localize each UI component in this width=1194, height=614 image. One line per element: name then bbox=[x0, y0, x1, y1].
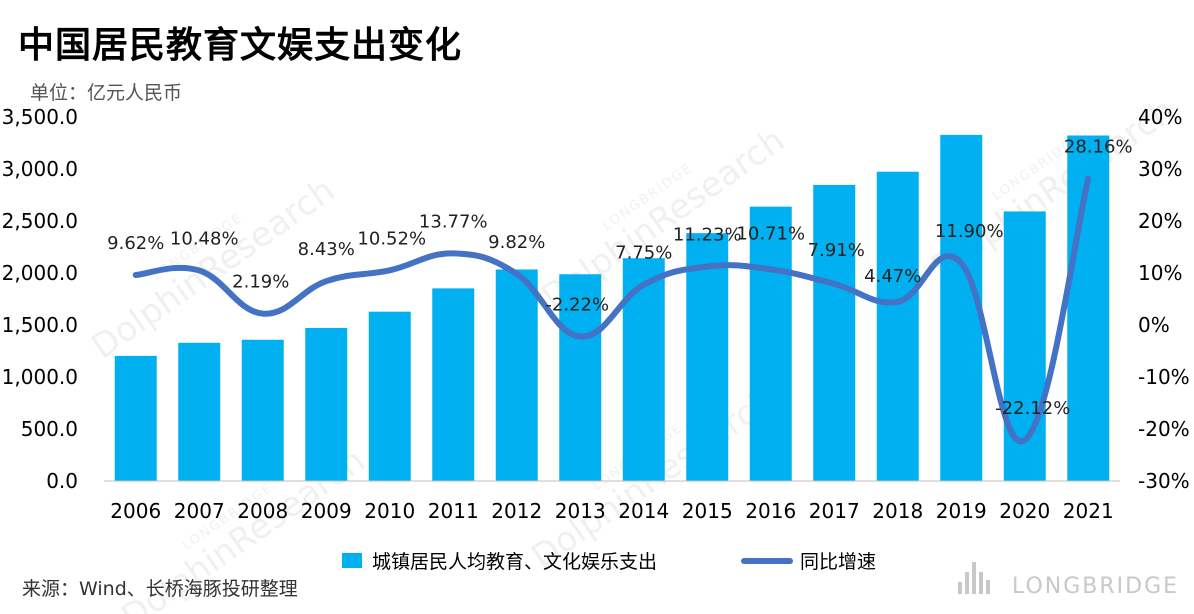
chart-title: 中国居民教育文娱支出变化 bbox=[18, 25, 463, 66]
unit-label: 单位：亿元人民币 bbox=[30, 82, 183, 104]
x-tick-label: 2014 bbox=[618, 499, 669, 523]
line-data-label: 7.91% bbox=[808, 240, 865, 261]
legend-bar-label: 城镇居民人均教育、文化娱乐支出 bbox=[372, 551, 657, 573]
right-tick-label: 20% bbox=[1138, 209, 1182, 233]
x-tick-label: 2011 bbox=[428, 499, 479, 523]
line-data-label: -22.12% bbox=[995, 398, 1070, 419]
legend-line-label: 同比增速 bbox=[800, 551, 876, 573]
x-tick-label: 2009 bbox=[301, 499, 352, 523]
line-data-label: 10.71% bbox=[736, 223, 805, 244]
bar bbox=[305, 327, 348, 481]
brand-mark bbox=[965, 572, 969, 594]
left-tick-label: 0.0 bbox=[46, 469, 78, 493]
x-tick-label: 2017 bbox=[809, 499, 860, 523]
x-tick-label: 2020 bbox=[999, 499, 1050, 523]
bar bbox=[178, 342, 221, 481]
left-tick-label: 3,500.0 bbox=[2, 105, 78, 129]
brand-mark bbox=[958, 582, 962, 594]
x-tick-label: 2018 bbox=[872, 499, 923, 523]
line-data-label: 8.43% bbox=[298, 239, 355, 260]
line-data-label: -2.22% bbox=[545, 295, 609, 316]
right-tick-label: -10% bbox=[1138, 365, 1190, 389]
bar bbox=[368, 311, 411, 481]
source-note: 来源：Wind、长桥海豚投研整理 bbox=[22, 578, 298, 600]
line-data-label: 10.52% bbox=[357, 228, 426, 249]
right-tick-label: 10% bbox=[1138, 261, 1182, 285]
right-tick-label: -30% bbox=[1138, 469, 1190, 493]
x-tick-label: 2015 bbox=[682, 499, 733, 523]
x-tick-label: 2016 bbox=[745, 499, 796, 523]
left-tick-label: 1,500.0 bbox=[2, 313, 78, 337]
line-data-label: 9.62% bbox=[107, 233, 164, 254]
bar bbox=[559, 274, 602, 481]
line-data-label: 13.77% bbox=[419, 211, 488, 232]
x-tick-label: 2006 bbox=[110, 499, 161, 523]
right-tick-label: 30% bbox=[1138, 157, 1182, 181]
legend: 城镇居民人均教育、文化娱乐支出 同比增速 bbox=[342, 551, 876, 573]
left-axis-ticks: 0.0 500.0 1,000.0 1,500.0 2,000.0 2,500.0 3,00… bbox=[2, 105, 78, 493]
brand-logo: LONGBRIDGE bbox=[958, 562, 1179, 599]
x-tick-label: 2008 bbox=[237, 499, 288, 523]
left-tick-label: 500.0 bbox=[21, 417, 78, 441]
bar bbox=[876, 171, 919, 482]
brand-text: LONGBRIDGE bbox=[1012, 574, 1179, 599]
line-data-label: 28.16% bbox=[1064, 137, 1133, 158]
bar bbox=[495, 269, 538, 481]
line-data-label: 4.47% bbox=[864, 266, 921, 287]
bar bbox=[432, 288, 475, 481]
left-tick-label: 3,000.0 bbox=[2, 157, 78, 181]
growth-line bbox=[132, 175, 1092, 445]
line-labels: 9.62% 10.48% 2.19% 8.43%10.52%13.77%9.82% -2… bbox=[107, 137, 1132, 419]
left-tick-label: 1,000.0 bbox=[2, 365, 78, 389]
bar-series bbox=[114, 134, 1110, 482]
left-tick-label: 2,000.0 bbox=[2, 261, 78, 285]
bar bbox=[1067, 135, 1110, 481]
brand-mark bbox=[972, 562, 976, 594]
x-axis-ticks: 2006 2007 2008 2009 2010 2011 2012 2013 2014 2015… bbox=[110, 499, 1113, 523]
right-tick-label: 0% bbox=[1138, 313, 1170, 337]
bar bbox=[622, 258, 665, 481]
left-tick-label: 2,500.0 bbox=[2, 209, 78, 233]
right-axis-ticks: -30% -20% -10% 0% 10% 20% 30% 40% bbox=[1138, 105, 1190, 493]
line-data-label: 10.48% bbox=[170, 229, 239, 250]
svg-text:DolphinResearch: DolphinResearch bbox=[84, 170, 342, 367]
brand-mark bbox=[979, 572, 983, 594]
bar bbox=[114, 355, 157, 481]
legend-bar-swatch bbox=[342, 553, 362, 568]
right-tick-label: 40% bbox=[1138, 105, 1182, 129]
bar bbox=[813, 184, 856, 482]
bar bbox=[686, 233, 729, 481]
x-tick-label: 2019 bbox=[936, 499, 987, 523]
line-data-label: 2.19% bbox=[232, 272, 289, 293]
x-tick-label: 2007 bbox=[174, 499, 225, 523]
line-data-label: 7.75% bbox=[615, 243, 672, 264]
line-data-label: 11.90% bbox=[935, 221, 1004, 242]
x-tick-label: 2021 bbox=[1063, 499, 1114, 523]
line-data-label: 9.82% bbox=[488, 232, 545, 253]
right-tick-label: -20% bbox=[1138, 417, 1190, 441]
brand-mark bbox=[986, 580, 990, 594]
x-tick-label: 2012 bbox=[491, 499, 542, 523]
x-tick-label: 2010 bbox=[364, 499, 415, 523]
x-tick-label: 2013 bbox=[555, 499, 606, 523]
bar bbox=[940, 134, 983, 481]
line-data-label: 11.23% bbox=[673, 225, 742, 246]
bar bbox=[241, 339, 284, 481]
bar bbox=[749, 206, 792, 481]
